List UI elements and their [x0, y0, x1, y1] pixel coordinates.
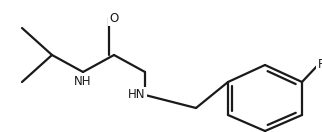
Text: F: F [318, 58, 322, 72]
Text: O: O [109, 11, 118, 25]
Text: NH: NH [74, 75, 92, 88]
Text: HN: HN [128, 88, 145, 102]
